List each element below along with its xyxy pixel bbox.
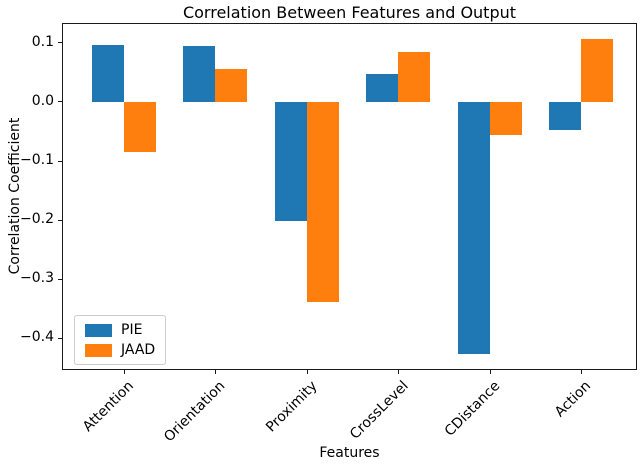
chart-title: Correlation Between Features and Output xyxy=(182,3,517,22)
legend-swatch-jaad xyxy=(85,343,112,357)
x-tick-mark xyxy=(306,370,308,374)
bar-jaad-attention xyxy=(124,101,156,153)
x-tick-label-cdistance: CDistance xyxy=(441,378,503,440)
x-tick-label-attention: Attention xyxy=(80,378,138,436)
x-tick-label-crosslevel: CrossLevel xyxy=(346,378,412,443)
x-axis-label: Features xyxy=(319,445,380,461)
y-tick-mark xyxy=(58,160,62,162)
y-tick-mark xyxy=(58,219,62,221)
y-tick-mark xyxy=(58,42,62,44)
x-tick-label-orientation: Orientation xyxy=(161,378,229,446)
y-tick-mark xyxy=(58,278,62,280)
legend-label-jaad: JAAD xyxy=(121,342,156,358)
x-tick-mark xyxy=(215,370,217,374)
legend-label-pie: PIE xyxy=(121,322,143,338)
bar-pie-action xyxy=(549,101,581,130)
bar-pie-attention xyxy=(92,44,124,102)
legend: PIE JAAD xyxy=(74,315,167,365)
bar-jaad-cdistance xyxy=(489,101,522,136)
y-tick-label: −0.1 xyxy=(20,152,54,169)
legend-swatch-pie xyxy=(85,323,112,337)
y-tick-label: −0.2 xyxy=(20,211,54,228)
x-tick-label-proximity: Proximity xyxy=(262,378,321,436)
y-tick-mark xyxy=(58,337,62,339)
bar-pie-proximity xyxy=(274,101,307,221)
x-tick-mark xyxy=(398,370,400,374)
bar-pie-cdistance xyxy=(457,101,490,355)
plot-area xyxy=(62,23,637,370)
x-tick-mark xyxy=(581,370,582,374)
bar-pie-orientation xyxy=(183,46,216,102)
y-axis-label: Correlation Coefficient xyxy=(7,117,23,275)
y-tick-label: 0.0 xyxy=(31,92,54,109)
y-tick-label: 0.1 xyxy=(31,33,54,50)
bar-jaad-action xyxy=(581,38,613,102)
x-tick-mark xyxy=(124,370,125,374)
legend-entry-pie: PIE xyxy=(85,323,155,337)
bar-jaad-proximity xyxy=(306,101,339,302)
x-tick-label-action: Action xyxy=(551,378,595,421)
bar-jaad-crosslevel xyxy=(398,51,431,102)
y-tick-label: −0.4 xyxy=(20,329,54,346)
x-tick-mark xyxy=(489,370,491,374)
y-tick-mark xyxy=(58,101,62,103)
bar-jaad-orientation xyxy=(215,69,248,102)
y-tick-label: −0.3 xyxy=(20,270,54,287)
bar-pie-crosslevel xyxy=(366,73,399,102)
legend-entry-jaad: JAAD xyxy=(85,343,155,357)
